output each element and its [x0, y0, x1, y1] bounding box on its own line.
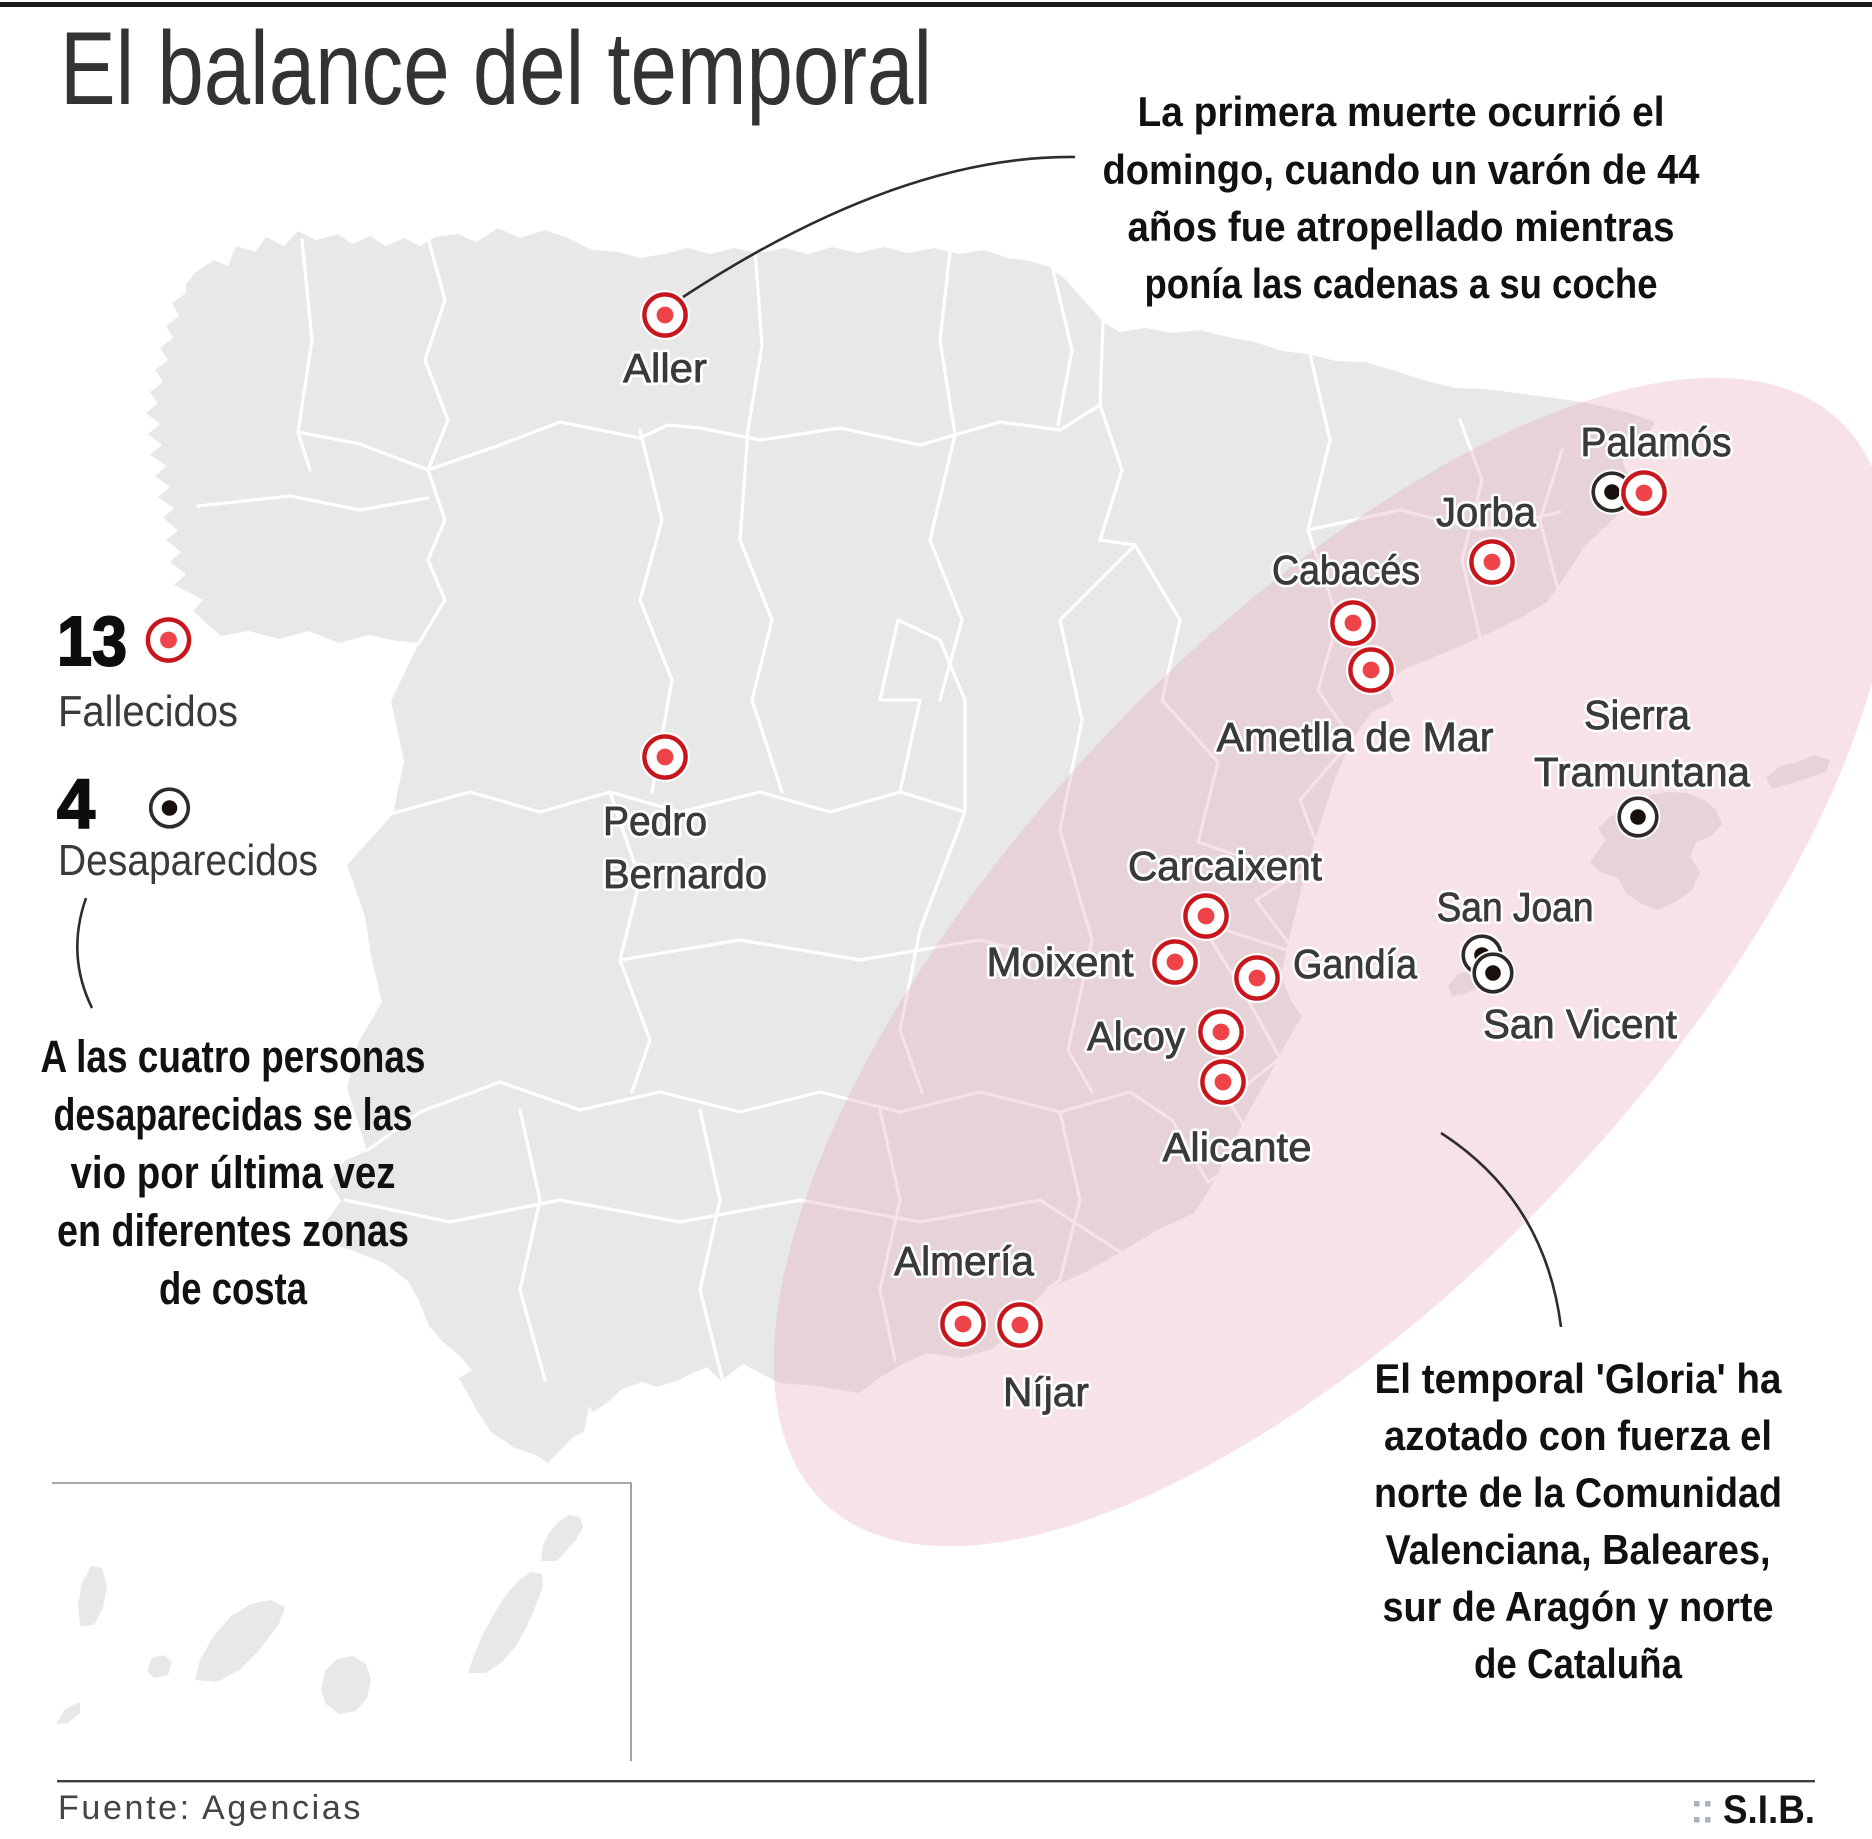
svg-text:ponía las cadenas a su coche: ponía las cadenas a su coche: [1145, 260, 1658, 307]
svg-text:Ametlla de Mar: Ametlla de Mar: [1217, 714, 1494, 760]
svg-text:Valenciana, Baleares,: Valenciana, Baleares,: [1386, 1526, 1771, 1573]
svg-text:Almería: Almería: [894, 1238, 1034, 1284]
svg-text:Cabacés: Cabacés: [1272, 547, 1420, 593]
svg-text:de costa: de costa: [159, 1263, 308, 1314]
svg-text:Desaparecidos: Desaparecidos: [58, 836, 318, 885]
svg-text:Carcaixent: Carcaixent: [1128, 843, 1323, 889]
svg-text:Ametlla de Mar: Ametlla de Mar: [1217, 714, 1494, 760]
svg-text:Aller: Aller: [623, 345, 707, 391]
svg-text:El temporal 'Gloria' ha: El temporal 'Gloria' ha: [1375, 1355, 1783, 1402]
svg-text:Alicante: Alicante: [1163, 1124, 1312, 1170]
svg-text:4: 4: [57, 765, 95, 843]
svg-text:Aller: Aller: [623, 345, 707, 391]
svg-text:Fuente: Agencias: Fuente: Agencias: [58, 1789, 363, 1827]
svg-text:S.I.B.: S.I.B.: [1723, 1788, 1815, 1832]
svg-text:El balance del temporal: El balance del temporal: [60, 11, 932, 127]
svg-text:Fallecidos: Fallecidos: [58, 687, 238, 736]
svg-text:Carcaixent: Carcaixent: [1128, 843, 1323, 889]
svg-text:San Joan: San Joan: [1437, 884, 1594, 930]
svg-text:sur de Aragón y norte: sur de Aragón y norte: [1383, 1583, 1774, 1630]
svg-text:Alicante: Alicante: [1163, 1124, 1312, 1170]
svg-text:San Joan: San Joan: [1437, 884, 1594, 930]
svg-text:vio por última vez: vio por última vez: [71, 1147, 396, 1198]
svg-text:San Vicent: San Vicent: [1483, 1001, 1678, 1047]
svg-text:Moixent: Moixent: [987, 939, 1135, 985]
svg-text:Níjar: Níjar: [1003, 1369, 1089, 1415]
svg-text:Pedro: Pedro: [603, 798, 707, 844]
svg-text:de Cataluña: de Cataluña: [1474, 1640, 1683, 1687]
svg-text:Gandía: Gandía: [1293, 941, 1417, 987]
svg-text:Sierra: Sierra: [1584, 692, 1690, 738]
svg-text:Moixent: Moixent: [987, 939, 1135, 985]
svg-text:La primera muerte ocurrió el: La primera muerte ocurrió el: [1138, 88, 1665, 135]
svg-text:norte de la Comunidad: norte de la Comunidad: [1374, 1469, 1782, 1516]
svg-text:Almería: Almería: [894, 1238, 1034, 1284]
svg-text:Cabacés: Cabacés: [1272, 547, 1420, 593]
svg-text:A las cuatro personas: A las cuatro personas: [41, 1031, 426, 1082]
svg-text:Gandía: Gandía: [1293, 941, 1417, 987]
svg-text:13: 13: [57, 602, 127, 680]
svg-text:Bernardo: Bernardo: [603, 851, 767, 897]
svg-text:Alcoy: Alcoy: [1087, 1013, 1185, 1059]
svg-text:Sierra: Sierra: [1584, 692, 1690, 738]
svg-text:Jorba: Jorba: [1436, 489, 1536, 535]
svg-text:Pedro: Pedro: [603, 798, 707, 844]
svg-text:años fue atropellado mientras: años fue atropellado mientras: [1128, 203, 1675, 250]
svg-text:Níjar: Níjar: [1003, 1369, 1089, 1415]
svg-text:Palamós: Palamós: [1581, 419, 1732, 465]
svg-text:azotado con fuerza el: azotado con fuerza el: [1384, 1412, 1772, 1459]
svg-text:domingo, cuando un varón de 44: domingo, cuando un varón de 44: [1103, 146, 1701, 193]
svg-text:Bernardo: Bernardo: [603, 851, 767, 897]
svg-text:Tramuntana: Tramuntana: [1534, 749, 1750, 795]
svg-text:Tramuntana: Tramuntana: [1534, 749, 1750, 795]
svg-text:Jorba: Jorba: [1436, 489, 1536, 535]
svg-text:desaparecidas se las: desaparecidas se las: [54, 1089, 413, 1140]
svg-text:Palamós: Palamós: [1581, 419, 1732, 465]
svg-text:San Vicent: San Vicent: [1483, 1001, 1678, 1047]
svg-text:Alcoy: Alcoy: [1087, 1013, 1185, 1059]
svg-text:en diferentes zonas: en diferentes zonas: [57, 1205, 409, 1256]
